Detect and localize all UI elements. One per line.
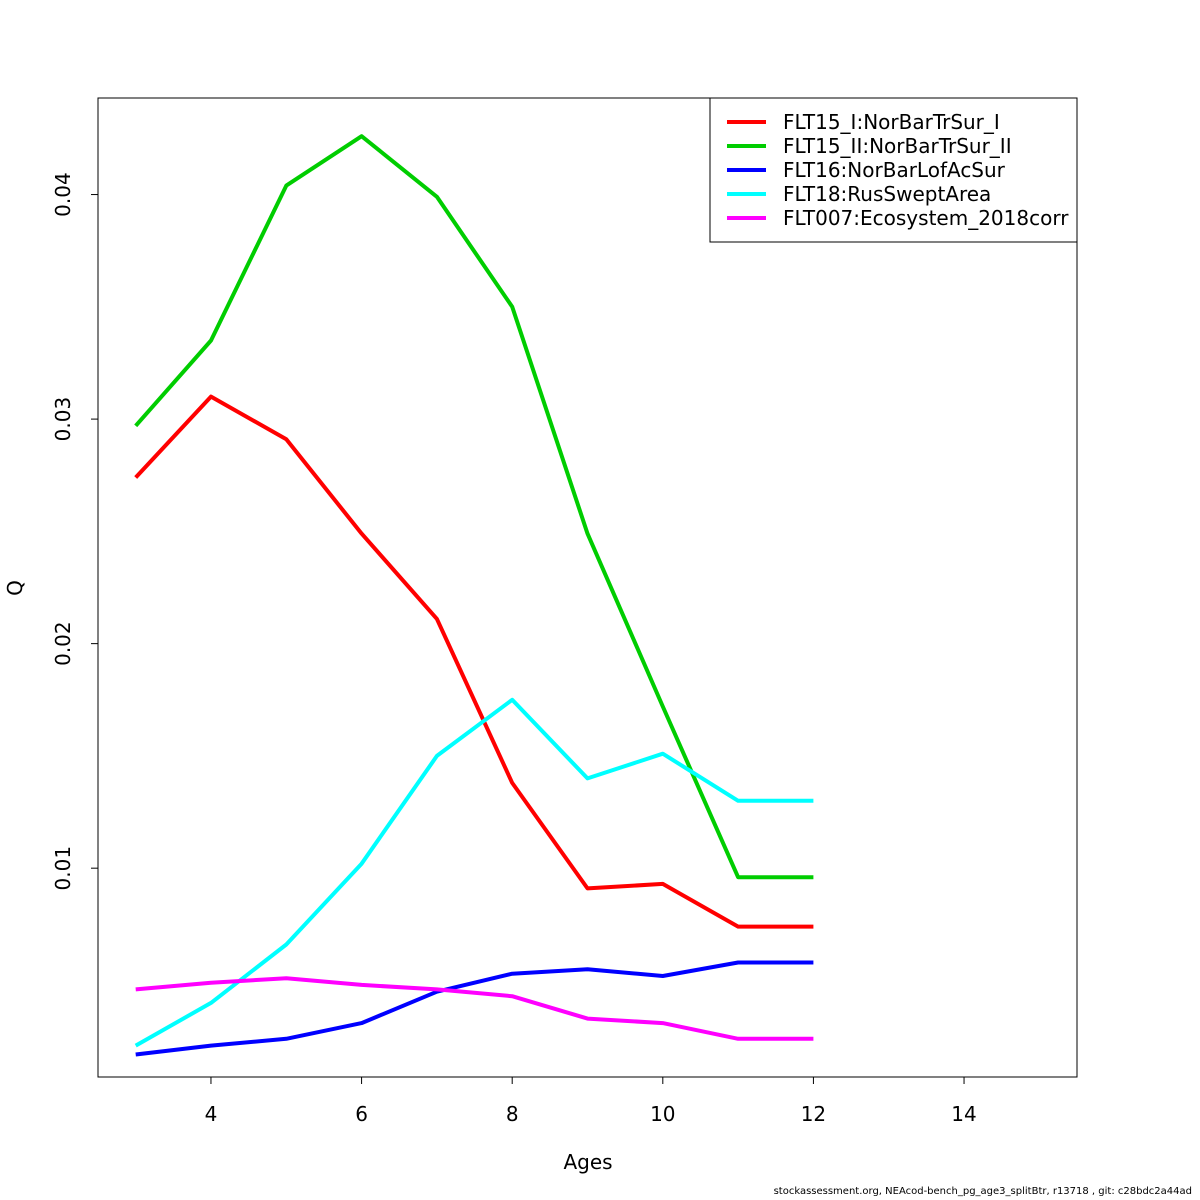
legend-box	[709, 97, 1078, 243]
y-tick-label: 0.01	[51, 846, 75, 891]
legend-label: FLT15_II:NorBarTrSur_II	[783, 134, 1012, 158]
x-tick-label: 14	[951, 1102, 976, 1126]
series-line-flt18-russweptarea	[134, 697, 814, 1048]
y-tick-label: 0.03	[51, 397, 75, 442]
legend-label: FLT15_I:NorBarTrSur_I	[783, 110, 1000, 134]
series-line-flt15-i-norbartrsur-i	[134, 394, 814, 929]
y-tick-label: 0.02	[51, 621, 75, 666]
footer-caption: stockassessment.org, NEAcod-bench_pg_age…	[773, 1186, 1192, 1197]
y-axis-title: Q	[3, 580, 27, 596]
y-tick-label: 0.04	[51, 172, 75, 217]
legend-label: FLT007:Ecosystem_2018corr	[783, 206, 1069, 230]
series-line-flt007-ecosystem-2018corr	[135, 976, 814, 1041]
y-axis: 0.01 0.02 0.03 0.04	[51, 172, 99, 891]
x-tick-label: 10	[650, 1102, 675, 1126]
x-tick-label: 8	[506, 1102, 519, 1126]
legend-label: FLT18:RusSweptArea	[783, 182, 991, 206]
x-axis: 4 6 8 10 12 14	[205, 1076, 977, 1126]
series-layer	[134, 134, 814, 1057]
legend-label: FLT16:NorBarLofAcSur	[783, 158, 1006, 182]
series-line-flt15-ii-norbartrsur-ii	[134, 134, 814, 880]
x-tick-label: 4	[205, 1102, 218, 1126]
legend: FLT15_I:NorBarTrSur_IFLT15_II:NorBarTrSu…	[709, 97, 1078, 243]
x-tick-label: 12	[801, 1102, 826, 1126]
plot-frame	[97, 97, 1078, 1078]
series-line-flt16-norbarlofacsur	[135, 960, 814, 1057]
x-axis-title: Ages	[563, 1150, 612, 1174]
x-tick-label: 6	[355, 1102, 368, 1126]
